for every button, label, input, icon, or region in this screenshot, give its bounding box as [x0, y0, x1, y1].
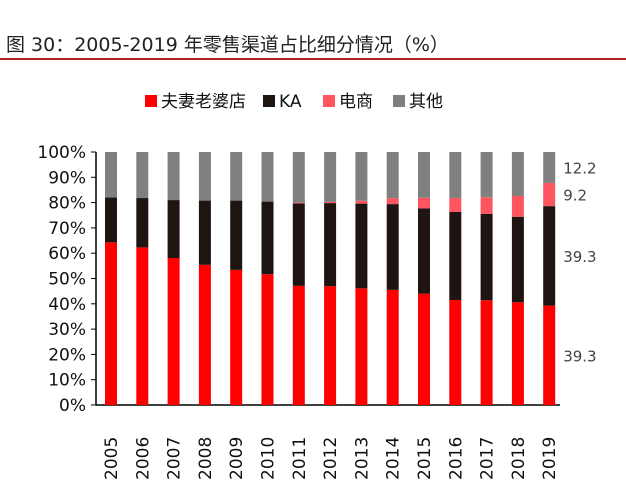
bar-segment — [386, 204, 399, 290]
legend-label: 电商 — [339, 92, 373, 112]
bar-segment — [449, 211, 462, 301]
x-tick-label: 2018 — [509, 437, 529, 480]
legend-label: 夫妻老婆店 — [161, 92, 246, 112]
bar-segment — [511, 302, 524, 405]
y-tick-label: 40% — [48, 295, 86, 315]
bar-segment — [167, 258, 180, 405]
bar-segment — [324, 286, 337, 405]
y-tick-label: 0% — [59, 396, 86, 416]
legend-label: KA — [279, 92, 302, 112]
bar-segment — [167, 200, 180, 259]
bar-segment — [230, 152, 243, 201]
bar-segment — [480, 300, 493, 405]
legend-swatch — [263, 95, 275, 107]
bar-segment — [511, 196, 524, 217]
bar-segment — [449, 152, 462, 199]
y-tick-label: 100% — [37, 143, 86, 163]
bar-segment — [386, 152, 399, 199]
data-label: 12.2 — [563, 159, 596, 177]
bar-segment — [543, 182, 556, 207]
bar-segment — [198, 152, 211, 201]
bar-segment — [136, 247, 149, 405]
bar-segment — [449, 198, 462, 212]
bar-segment — [292, 202, 305, 204]
bar-segment — [355, 152, 368, 201]
bar-segment — [355, 200, 368, 204]
bar-segment — [511, 152, 524, 197]
x-tick-label: 2005 — [102, 437, 122, 480]
x-tick-label: 2011 — [290, 437, 310, 480]
data-label: 39.3 — [563, 248, 596, 266]
bar-segment — [324, 203, 337, 287]
bar-segment — [449, 300, 462, 405]
x-tick-label: 2009 — [227, 437, 247, 480]
x-tick-label: 2008 — [196, 437, 216, 480]
bar-segment — [136, 198, 149, 248]
legend-label: 其他 — [409, 92, 443, 112]
y-tick-label: 70% — [48, 219, 86, 239]
x-tick-label: 2019 — [540, 437, 560, 480]
bar-segment — [230, 269, 243, 405]
bar-segment — [230, 200, 243, 270]
bar-segment — [292, 203, 305, 286]
bar-segment — [261, 274, 274, 405]
bar-segment — [418, 208, 430, 294]
data-label: 39.3 — [563, 347, 596, 365]
x-tick-label: 2007 — [165, 437, 185, 480]
y-tick-label: 60% — [48, 244, 86, 264]
bar-segment — [480, 152, 493, 198]
bar-segment — [324, 201, 337, 204]
bar-segment — [136, 152, 149, 199]
bar-segment — [418, 197, 430, 209]
bar-segment — [355, 203, 368, 289]
y-tick-label: 10% — [48, 371, 86, 391]
y-tick-label: 80% — [48, 194, 86, 214]
bar-segment — [167, 152, 180, 201]
x-tick-label: 2015 — [415, 437, 435, 480]
bar-segment — [261, 201, 274, 275]
bar-segment — [543, 152, 556, 183]
bar-segment — [386, 289, 399, 405]
bar-segment — [261, 152, 274, 202]
bar-segment — [105, 152, 117, 198]
x-tick-label: 2016 — [446, 437, 466, 480]
bar-segment — [386, 198, 399, 205]
x-tick-label: 2013 — [352, 437, 372, 480]
bar-segment — [198, 264, 211, 405]
bar-segment — [105, 242, 117, 405]
bar-segment — [418, 293, 430, 405]
legend-swatch — [393, 95, 405, 107]
legend-swatch — [145, 95, 157, 107]
x-tick-label: 2017 — [478, 437, 498, 480]
bar-segment — [418, 152, 430, 198]
bar-segment — [480, 213, 493, 301]
bar-segment — [292, 152, 305, 203]
figure-title: 图 30：2005-2019 年零售渠道占比细分情况（%） — [6, 34, 449, 56]
bar-segment — [355, 288, 368, 405]
bar-segment — [543, 305, 556, 405]
x-tick-label: 2010 — [259, 437, 279, 480]
data-label: 9.2 — [563, 187, 587, 205]
legend-swatch — [323, 95, 335, 107]
bar-segment — [198, 200, 211, 265]
bar-segment — [105, 197, 117, 243]
title-divider — [0, 58, 626, 60]
bar-segment — [324, 152, 337, 202]
y-tick-label: 90% — [48, 168, 86, 188]
bar-segment — [511, 216, 524, 303]
bar-segment — [292, 285, 305, 405]
y-tick-label: 20% — [48, 345, 86, 365]
x-tick-label: 2006 — [133, 437, 153, 480]
y-tick-label: 50% — [48, 270, 86, 290]
x-tick-label: 2012 — [321, 437, 341, 480]
y-tick-label: 30% — [48, 320, 86, 340]
bar-segment — [543, 206, 556, 306]
x-tick-label: 2014 — [384, 437, 404, 480]
bar-segment — [480, 197, 493, 214]
